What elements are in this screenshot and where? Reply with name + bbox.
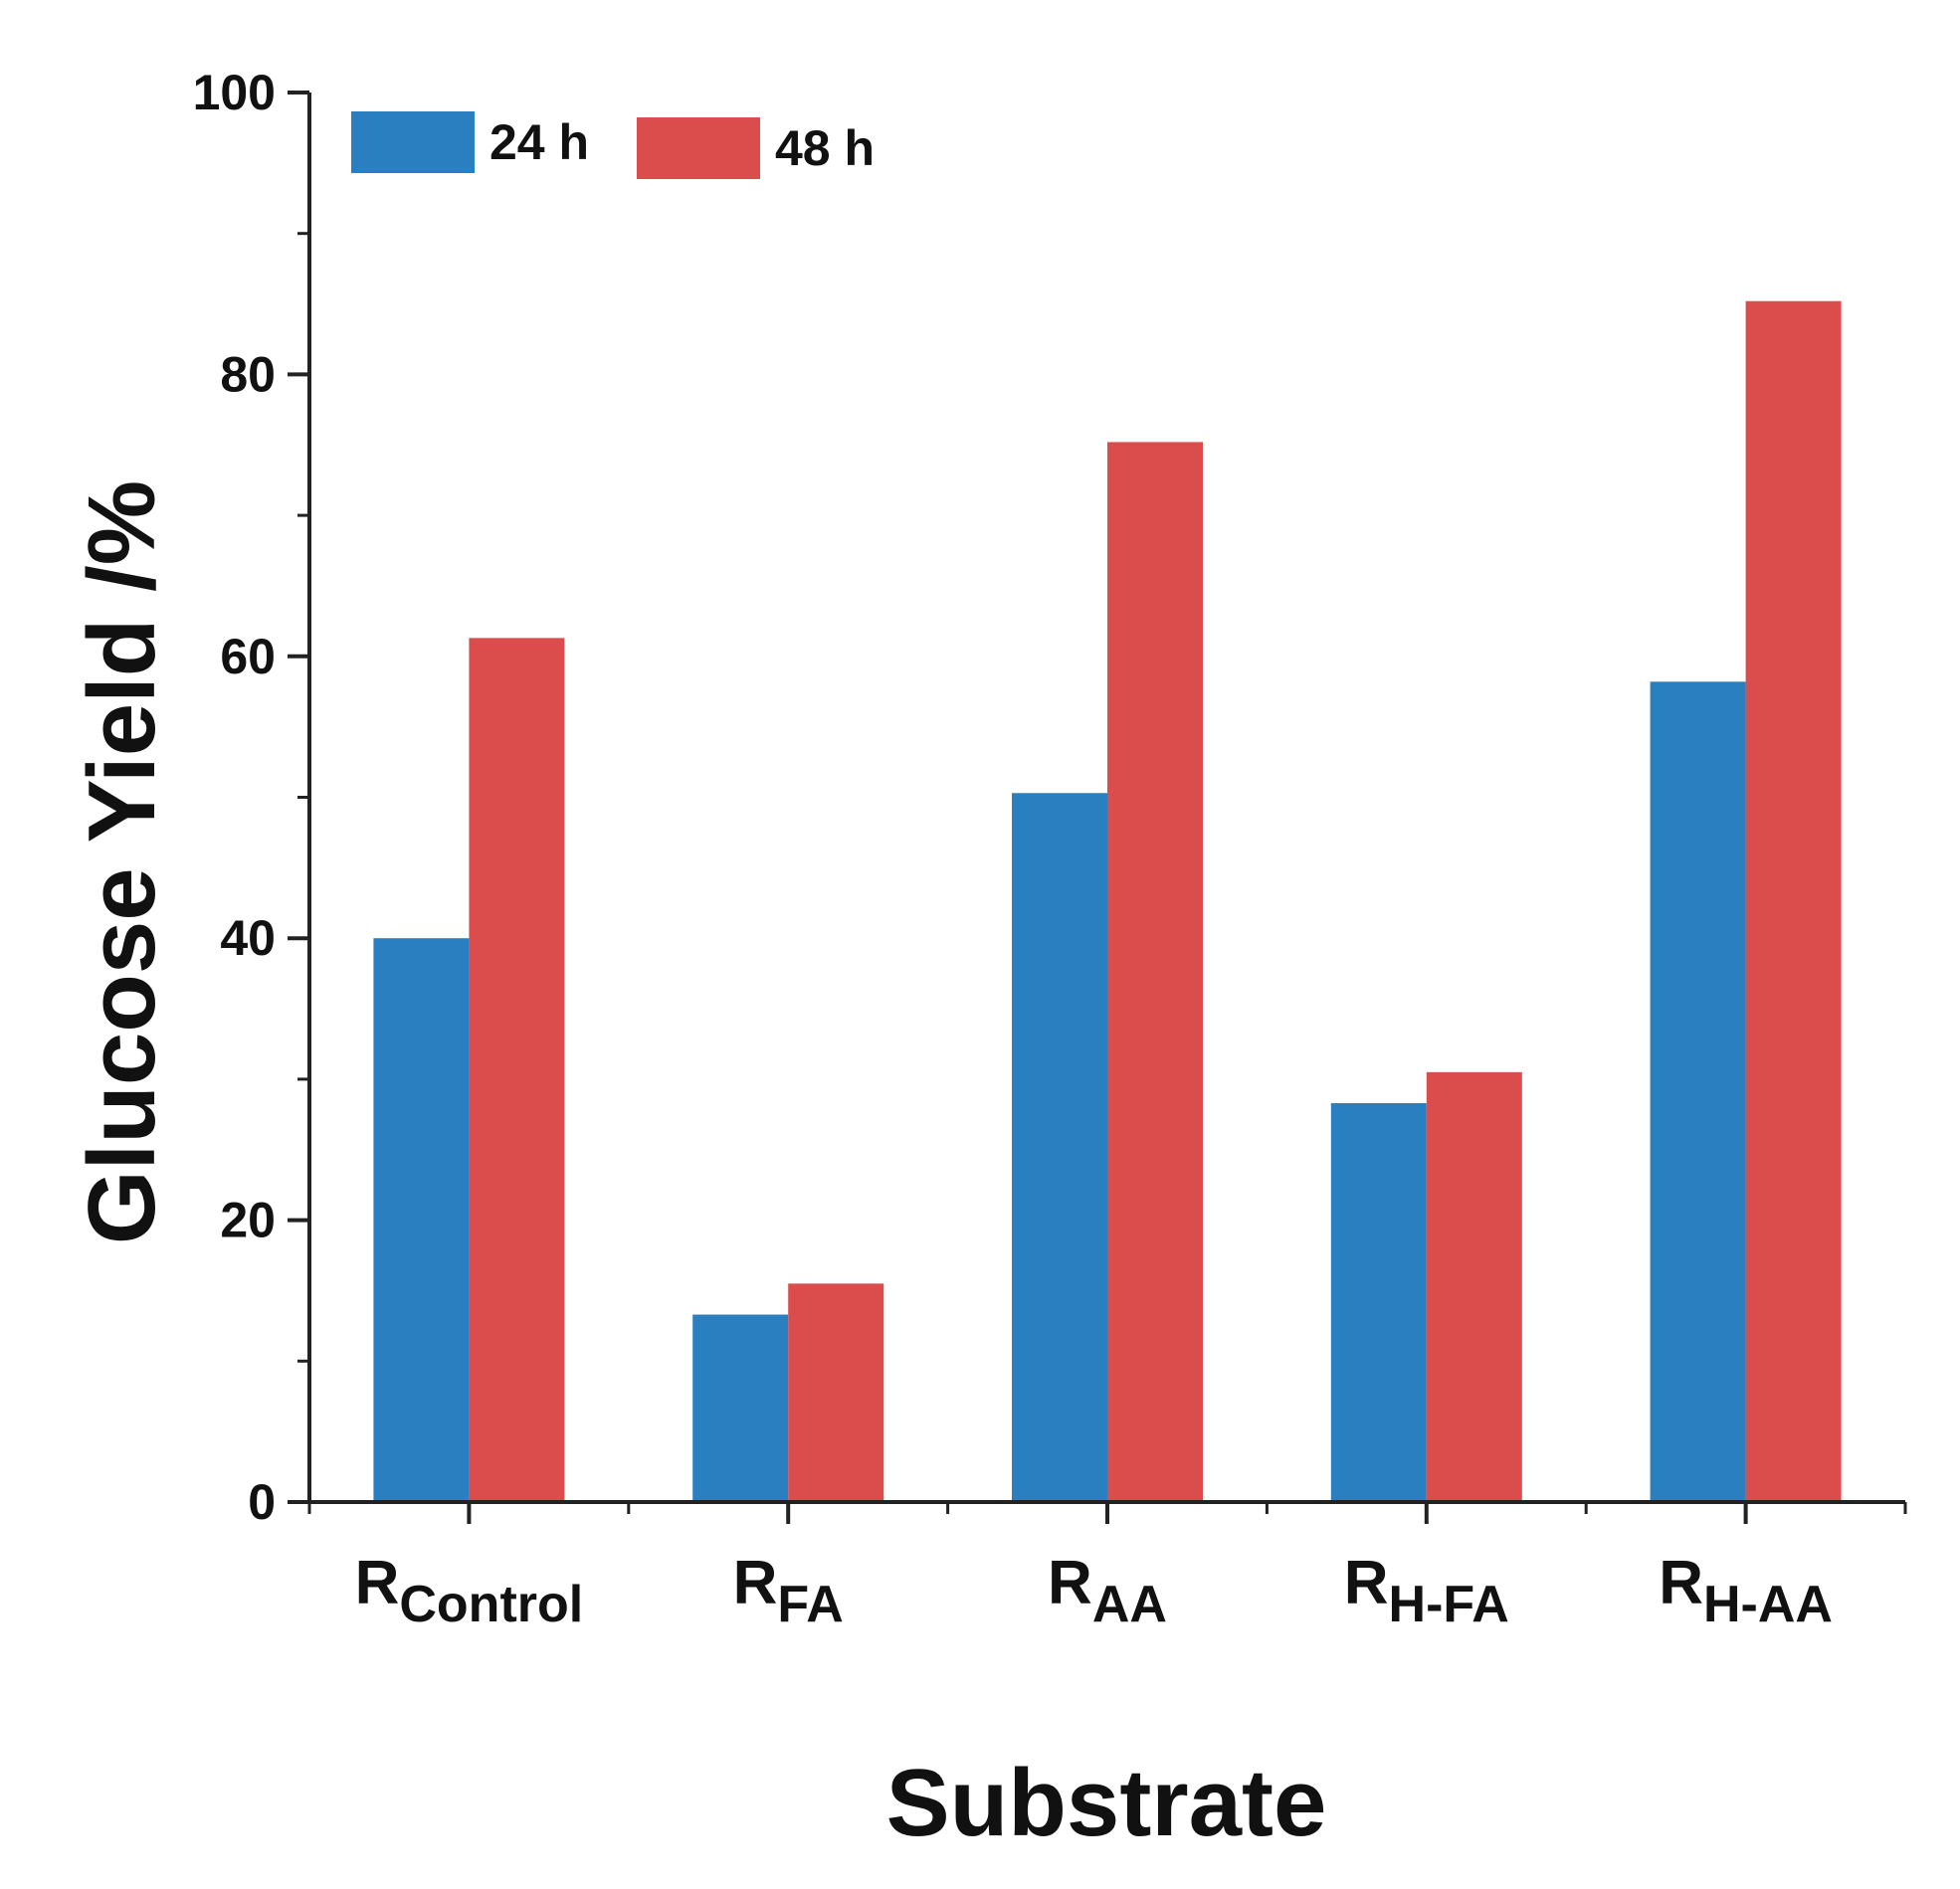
bars-group — [373, 300, 1842, 1502]
x-axis-title: Substrate — [886, 1750, 1327, 1856]
legend-swatch-48h — [637, 117, 760, 179]
x-tick-label-h-fa: RH-FA — [1344, 1549, 1509, 1633]
x-tick-label-control: RControl — [355, 1549, 584, 1633]
bar-h-fa-48-h — [1426, 1071, 1522, 1502]
y-tick-label: 40 — [220, 910, 276, 966]
y-tick-label: 100 — [193, 65, 276, 120]
bar-h-aa-24-h — [1650, 681, 1746, 1502]
bar-h-aa-48-h — [1745, 300, 1842, 1502]
bar-aa-48-h — [1107, 442, 1203, 1502]
x-tick-label-h-aa: RH-AA — [1659, 1549, 1833, 1633]
bar-control-24-h — [373, 938, 470, 1502]
bar-fa-24-h — [692, 1314, 789, 1502]
y-axis-title: Glucose Yield /% — [69, 480, 175, 1244]
bar-h-fa-24-h — [1330, 1102, 1427, 1502]
y-tick-label: 80 — [220, 346, 276, 402]
y-tick-label: 60 — [220, 629, 276, 684]
x-ticks-group: RControl RFA RAA RH-FA RH-AA — [307, 1502, 1907, 1633]
legend: 24 h 48 h — [351, 111, 875, 179]
bar-fa-48-h — [788, 1283, 884, 1502]
bar-control-48-h — [469, 638, 565, 1502]
legend-swatch-24h — [351, 111, 475, 173]
legend-label-48h: 48 h — [775, 120, 875, 176]
x-tick-label-aa: RAA — [1048, 1549, 1167, 1633]
legend-label-24h: 24 h — [490, 114, 589, 170]
y-tick-label: 0 — [248, 1474, 276, 1530]
x-tick-label-fa: RFA — [733, 1549, 844, 1633]
bar-aa-24-h — [1012, 793, 1107, 1502]
y-tick-label: 20 — [220, 1193, 276, 1248]
y-ticks-group: 0 20 40 60 80 100 — [193, 65, 309, 1530]
